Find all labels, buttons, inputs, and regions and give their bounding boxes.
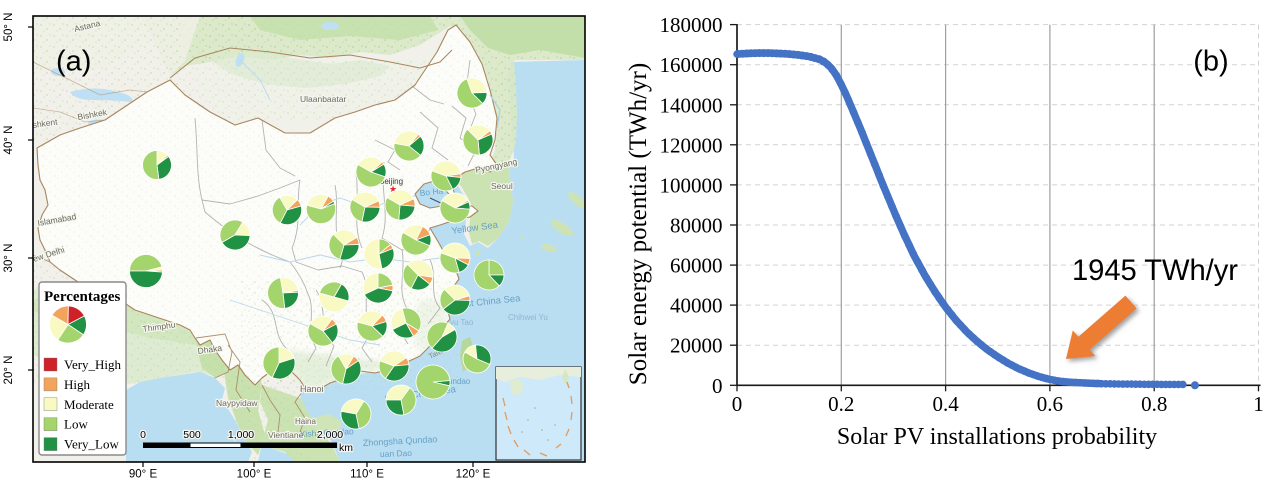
svg-text:120000: 120000 [660,133,723,157]
svg-text:110° E: 110° E [350,469,384,481]
svg-text:1945 TWh/yr: 1945 TWh/yr [1072,255,1238,287]
svg-text:60000: 60000 [670,254,723,278]
svg-text:Very_Low: Very_Low [64,437,119,452]
svg-text:500: 500 [183,429,201,441]
svg-text:0.8: 0.8 [1141,392,1167,416]
svg-text:Very_High: Very_High [64,357,122,372]
svg-text:Xisha Qundao: Xisha Qundao [300,426,355,439]
svg-text:50° N: 50° N [3,13,15,42]
svg-text:Naypyidaw: Naypyidaw [216,398,258,408]
svg-text:Solar PV installations probabi: Solar PV installations probability [837,424,1157,450]
svg-text:160000: 160000 [660,53,723,77]
svg-text:km: km [339,442,353,454]
svg-text:Chihwei Yu: Chihwei Yu [508,313,548,322]
svg-text:Low: Low [64,417,88,432]
svg-text:Seoul: Seoul [491,181,513,191]
svg-text:1,000: 1,000 [228,429,254,441]
svg-text:20° N: 20° N [3,356,15,385]
svg-text:Haina: Haina [295,417,316,426]
svg-text:Beijing: Beijing [379,177,403,186]
svg-text:0.4: 0.4 [932,392,959,416]
svg-text:Zhongsha Qundao: Zhongsha Qundao [363,434,438,448]
svg-text:(a): (a) [56,45,91,77]
svg-text:undao: undao [448,377,471,386]
svg-text:(b): (b) [1193,46,1228,78]
svg-text:100° E: 100° E [237,469,272,481]
svg-text:0: 0 [140,429,146,441]
svg-text:2,000: 2,000 [317,429,343,441]
svg-text:0.2: 0.2 [828,392,854,416]
svg-text:20000: 20000 [670,334,723,358]
svg-text:180000: 180000 [660,13,723,37]
svg-text:Vientiane: Vientiane [268,430,304,440]
svg-text:Hanoi: Hanoi [300,384,324,394]
svg-text:40° N: 40° N [3,126,15,155]
svg-text:Ulaanbaatar: Ulaanbaatar [300,94,346,104]
svg-text:Moderate: Moderate [64,397,114,412]
svg-text:yu Tao: yu Tao [450,318,474,327]
svg-text:High: High [64,377,91,392]
svg-text:1: 1 [1253,392,1264,416]
svg-text:90° E: 90° E [129,469,158,481]
svg-text:30° N: 30° N [3,244,15,273]
svg-text:0: 0 [712,374,723,398]
svg-text:120° E: 120° E [456,469,491,481]
svg-text:40000: 40000 [670,294,723,318]
svg-text:Solar energy potential (TWh/yr: Solar energy potential (TWh/yr) [625,63,652,385]
svg-text:0.6: 0.6 [1037,392,1063,416]
svg-text:uan Dao: uan Dao [380,448,413,459]
svg-text:80000: 80000 [670,214,723,238]
svg-text:100000: 100000 [660,173,723,197]
svg-text:0: 0 [732,392,743,416]
svg-text:140000: 140000 [660,93,723,117]
svg-text:Percentages: Percentages [44,289,121,305]
svg-text:Dhaka: Dhaka [197,343,223,356]
svg-text:★: ★ [389,184,397,194]
